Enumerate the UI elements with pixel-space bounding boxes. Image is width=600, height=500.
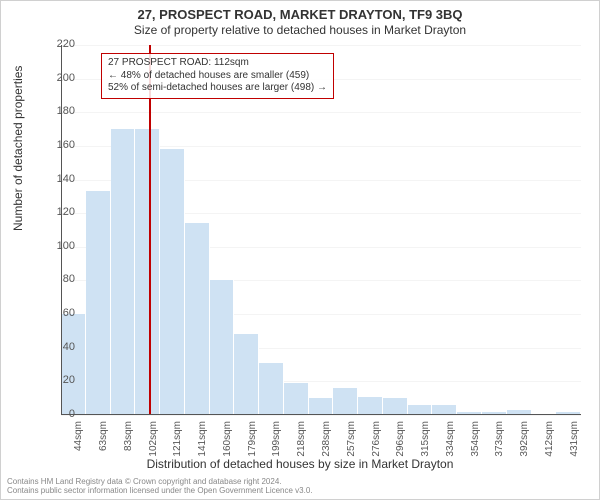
y-tick-label: 180	[45, 105, 75, 117]
y-tick-label: 80	[45, 273, 75, 285]
info-box-line: ← 48% of detached houses are smaller (45…	[108, 70, 327, 83]
y-tick-label: 40	[45, 341, 75, 353]
histogram-bar	[160, 149, 185, 415]
attribution-line-1: Contains HM Land Registry data © Crown c…	[7, 477, 313, 487]
y-tick-label: 100	[45, 240, 75, 252]
attribution-text: Contains HM Land Registry data © Crown c…	[7, 477, 313, 496]
histogram-bar	[358, 397, 383, 416]
histogram-bar	[210, 280, 235, 415]
y-tick-label: 200	[45, 72, 75, 84]
histogram-bar	[135, 129, 160, 415]
chart-container: 27, PROSPECT ROAD, MARKET DRAYTON, TF9 3…	[0, 0, 600, 500]
gridline	[61, 415, 581, 416]
histogram-bar	[86, 191, 111, 415]
chart-title-sub: Size of property relative to detached ho…	[1, 23, 599, 37]
histogram-bar	[284, 383, 309, 415]
info-box-line: 27 PROSPECT ROAD: 112sqm	[108, 57, 327, 70]
x-axis-title: Distribution of detached houses by size …	[1, 457, 599, 471]
chart-title-main: 27, PROSPECT ROAD, MARKET DRAYTON, TF9 3…	[1, 7, 599, 22]
x-axis-line	[61, 414, 581, 415]
histogram-bar	[185, 223, 210, 415]
histogram-bar	[111, 129, 136, 415]
attribution-line-2: Contains public sector information licen…	[7, 486, 313, 496]
y-tick-label: 20	[45, 374, 75, 386]
y-tick-label: 220	[45, 38, 75, 50]
y-tick-label: 160	[45, 139, 75, 151]
y-tick-label: 0	[45, 408, 75, 420]
y-tick-label: 120	[45, 206, 75, 218]
histogram-bar	[383, 398, 408, 415]
histogram-bar	[333, 388, 358, 415]
histogram-bar	[234, 334, 259, 415]
y-tick-label: 140	[45, 173, 75, 185]
bars-group	[61, 45, 581, 415]
y-axis-line	[61, 45, 62, 415]
y-axis-title: Number of detached properties	[11, 66, 25, 231]
histogram-bar	[61, 314, 86, 415]
plot-area: 27 PROSPECT ROAD: 112sqm← 48% of detache…	[61, 45, 581, 415]
marker-info-box: 27 PROSPECT ROAD: 112sqm← 48% of detache…	[101, 53, 334, 99]
histogram-bar	[309, 398, 334, 415]
info-box-line: 52% of semi-detached houses are larger (…	[108, 82, 327, 95]
histogram-bar	[259, 363, 284, 415]
y-tick-label: 60	[45, 307, 75, 319]
marker-line	[149, 45, 151, 415]
